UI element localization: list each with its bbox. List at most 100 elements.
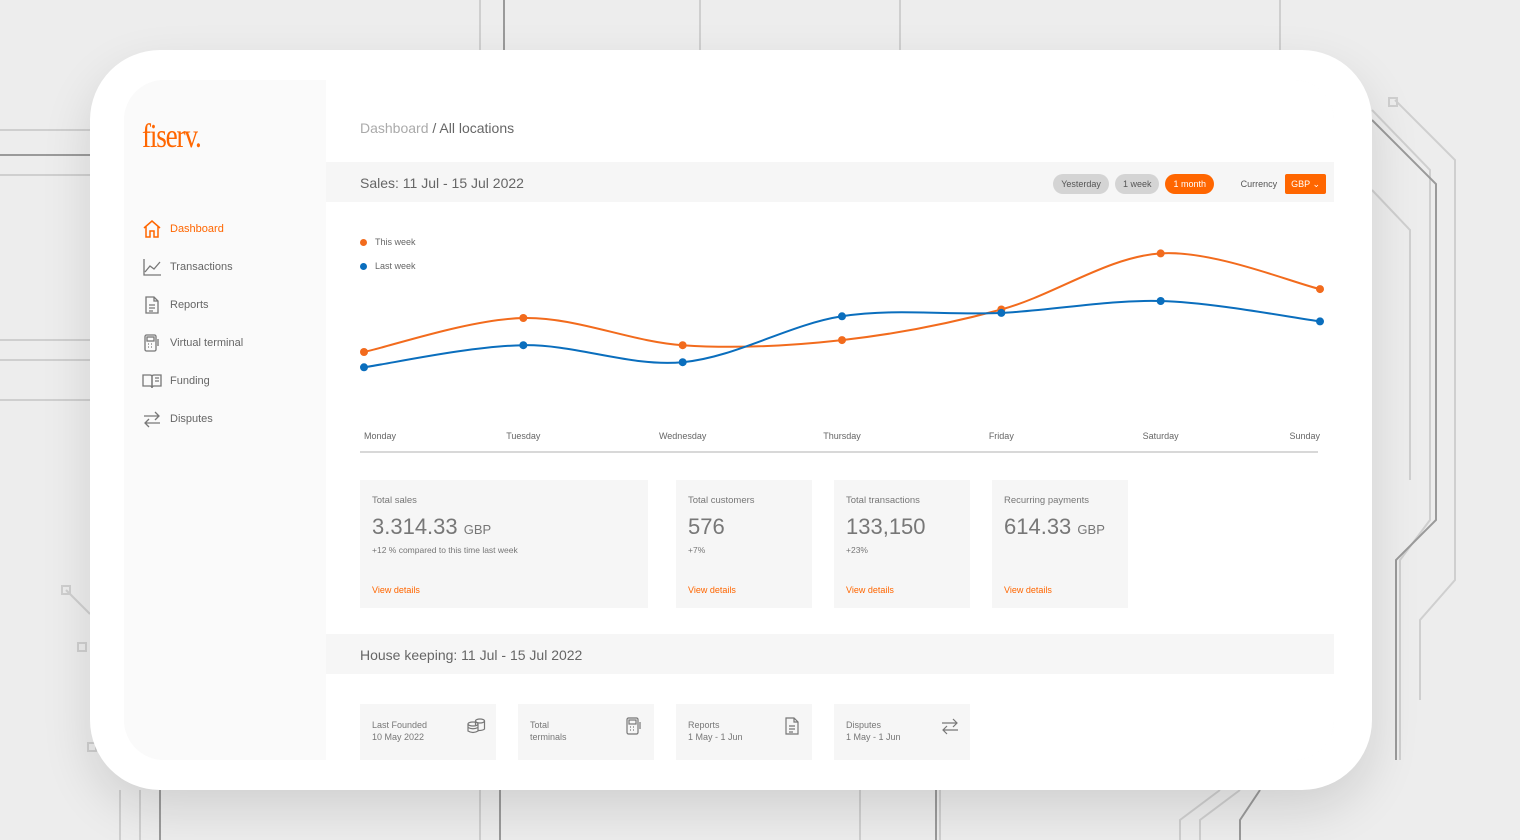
housekeeping-line1: Total [530,720,550,730]
chart-legend: This week Last week [360,230,416,278]
stat-label: Total transactions [846,495,920,506]
sales-title: Sales: 11 Jul - 15 Jul 2022 [360,175,524,191]
housekeeping-header: House keeping: 11 Jul - 15 Jul 2022 [326,634,1334,674]
x-tick-label-friday: Friday [989,431,1015,441]
sidebar-item-transactions[interactable]: Transactions [140,248,243,286]
sales-line-chart: Monday Tuesday Wednesday Thursday Friday Satu… [360,249,1324,453]
data-point-last-week-saturday[interactable] [1156,297,1165,305]
sidebar-item-disputes[interactable]: Disputes [140,400,243,438]
stat-card-total-sales: Total sales 3.314.33 GBP +12 % compared … [360,480,648,608]
x-tick-label-wednesday: Wednesday [659,431,707,441]
housekeeping-card-reports[interactable]: Reports 1 May - 1 Jun [676,704,812,760]
currency-value: GBP [1291,179,1310,189]
view-details-link[interactable]: View details [846,585,894,595]
housekeeping-text: Total terminals [530,719,567,743]
stat-number: 133,150 [846,514,926,539]
stat-unit: GBP [1077,522,1105,537]
view-details-link[interactable]: View details [1004,585,1052,595]
range-yesterday-button[interactable]: Yesterday [1053,174,1109,194]
brand-logo: fiserv. [142,118,202,155]
sidebar-item-reports[interactable]: Reports [140,286,243,324]
coins-icon [467,718,486,734]
breadcrumb-root[interactable]: Dashboard [360,120,429,136]
currency-selector: Currency GBP ⌄ [1241,174,1326,194]
sidebar-item-virtual-terminal[interactable]: Virtual terminal [140,324,243,362]
data-point-last-week-wednesday[interactable] [678,358,687,367]
data-point-this-week-monday[interactable] [360,348,368,356]
sidebar: fiserv. Dashboard Transactions Reports [124,80,326,760]
main-content: Dashboard / All locations Sales: 11 Jul … [326,80,1334,760]
legend-item-last-week: Last week [360,254,416,278]
stat-value: 133,150 [846,514,926,540]
sales-header: Sales: 11 Jul - 15 Jul 2022 Yesterday 1 … [326,162,1334,202]
swap-arrows-icon [942,718,958,735]
stat-note: +23% [846,545,868,555]
sidebar-item-dashboard[interactable]: Dashboard [140,210,243,248]
swap-arrows-icon [140,407,164,431]
data-point-last-week-thursday[interactable] [838,312,846,321]
book-icon [140,369,164,393]
stat-label: Recurring payments [1004,495,1090,506]
housekeeping-line1: Disputes [846,720,882,730]
data-point-last-week-monday[interactable] [360,363,368,372]
stat-label: Total sales [372,495,417,506]
data-point-last-week-tuesday[interactable] [519,341,528,350]
stat-number: 614.33 [1004,514,1072,539]
data-point-this-week-wednesday[interactable] [678,341,687,350]
sidebar-item-label: Transactions [170,261,233,273]
stat-card-total-transactions: Total transactions 133,150 +23% View det… [834,480,970,608]
data-point-last-week-sunday[interactable] [1316,317,1324,326]
legend-label: Last week [375,261,416,271]
currency-dropdown[interactable]: GBP ⌄ [1285,174,1326,194]
housekeeping-title: House keeping: 11 Jul - 15 Jul 2022 [360,647,583,663]
data-point-this-week-saturday[interactable] [1156,249,1165,258]
sidebar-nav: Dashboard Transactions Reports Virtual t… [140,210,243,438]
data-point-last-week-friday[interactable] [997,308,1006,317]
stat-card-total-customers: Total customers 576 +7% View details [676,480,812,608]
stat-label: Total customers [688,495,755,506]
housekeeping-line2: 1 May - 1 Jun [688,732,743,742]
range-1-week-button[interactable]: 1 week [1114,174,1160,194]
legend-label: This week [375,237,416,247]
sidebar-item-funding[interactable]: Funding [140,362,243,400]
sidebar-item-label: Reports [170,299,209,311]
data-point-this-week-sunday[interactable] [1316,285,1324,294]
housekeeping-text: Reports 1 May - 1 Jun [688,719,743,743]
terminal-icon [626,717,641,735]
view-details-link[interactable]: View details [372,585,420,595]
view-details-link[interactable]: View details [688,585,736,595]
stat-number: 576 [688,514,725,539]
housekeeping-line2: terminals [530,732,567,742]
housekeeping-card-disputes[interactable]: Disputes 1 May - 1 Jun [834,704,970,760]
housekeeping-card-last-founded[interactable]: Last Founded 10 May 2022 [360,704,496,760]
range-1-month-button[interactable]: 1 month [1165,174,1214,194]
stat-value: 576 [688,514,725,540]
stat-unit: GBP [463,522,492,537]
stat-card-recurring-payments: Recurring payments 614.33 GBP View detai… [992,480,1128,608]
chart-line-icon [140,255,164,279]
sidebar-item-label: Virtual terminal [170,337,244,349]
home-icon [140,217,164,241]
stat-value: 3.314.33 GBP [372,514,491,540]
x-tick-label-saturday: Saturday [1143,431,1180,441]
series-line-last-week [363,299,1321,369]
data-point-this-week-tuesday[interactable] [519,314,528,322]
stat-note: +12 % compared to this time last week [372,545,518,555]
sidebar-item-label: Disputes [170,413,213,425]
housekeeping-line2: 10 May 2022 [372,732,425,742]
legend-item-this-week: This week [360,230,416,254]
housekeeping-card-total-terminals[interactable]: Total terminals [518,704,654,760]
housekeeping-line1: Last Founded [372,720,428,730]
legend-dot-this-week [360,238,367,246]
chevron-down-icon: ⌄ [1312,179,1320,189]
range-selector: Yesterday 1 week 1 month [1053,174,1214,194]
currency-label: Currency [1240,179,1278,189]
legend-dot-last-week [360,262,367,270]
housekeeping-line2: 1 May - 1 Jun [846,732,901,742]
data-point-this-week-thursday[interactable] [838,336,846,345]
stat-number: 3.314.33 [372,514,458,539]
document-icon [785,717,799,735]
document-icon [140,293,164,317]
breadcrumb-separator: / [428,120,440,136]
